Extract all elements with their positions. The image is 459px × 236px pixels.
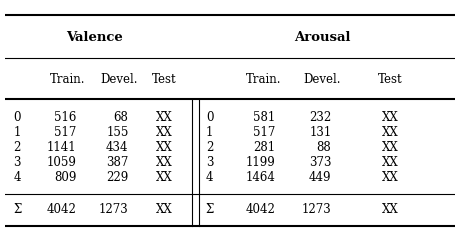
Text: XX: XX <box>381 141 397 154</box>
Text: 3: 3 <box>206 156 213 169</box>
Text: XX: XX <box>156 141 173 154</box>
Text: Test: Test <box>377 73 402 86</box>
Text: XX: XX <box>381 171 397 184</box>
Text: 373: 373 <box>308 156 330 169</box>
Text: 68: 68 <box>113 111 129 124</box>
Text: 88: 88 <box>316 141 330 154</box>
Text: 3: 3 <box>13 156 21 169</box>
Text: 131: 131 <box>308 126 330 139</box>
Text: 2: 2 <box>13 141 21 154</box>
Text: XX: XX <box>381 203 397 216</box>
Text: 449: 449 <box>308 171 330 184</box>
Text: 1199: 1199 <box>245 156 274 169</box>
Text: 1: 1 <box>206 126 213 139</box>
Text: 2: 2 <box>206 141 213 154</box>
Text: 4042: 4042 <box>47 203 77 216</box>
Text: 516: 516 <box>54 111 77 124</box>
Text: 0: 0 <box>13 111 21 124</box>
Text: XX: XX <box>156 126 173 139</box>
Text: 387: 387 <box>106 156 129 169</box>
Text: Train.: Train. <box>246 73 281 86</box>
Text: Valence: Valence <box>66 31 123 44</box>
Text: 434: 434 <box>106 141 129 154</box>
Text: 0: 0 <box>206 111 213 124</box>
Text: XX: XX <box>381 156 397 169</box>
Text: Devel.: Devel. <box>303 73 341 86</box>
Text: 1141: 1141 <box>47 141 77 154</box>
Text: Σ: Σ <box>13 203 21 216</box>
Text: Σ: Σ <box>205 203 213 216</box>
Text: 281: 281 <box>252 141 274 154</box>
Text: XX: XX <box>381 111 397 124</box>
Text: 1: 1 <box>13 126 21 139</box>
Text: 581: 581 <box>252 111 274 124</box>
Text: 229: 229 <box>106 171 129 184</box>
Text: XX: XX <box>156 156 173 169</box>
Text: 1464: 1464 <box>245 171 274 184</box>
Text: 1059: 1059 <box>47 156 77 169</box>
Text: 155: 155 <box>106 126 129 139</box>
Text: XX: XX <box>381 126 397 139</box>
Text: 4: 4 <box>206 171 213 184</box>
Text: 4042: 4042 <box>245 203 274 216</box>
Text: XX: XX <box>156 171 173 184</box>
Text: XX: XX <box>156 203 173 216</box>
Text: 517: 517 <box>54 126 77 139</box>
Text: Train.: Train. <box>50 73 85 86</box>
Text: Arousal: Arousal <box>293 31 350 44</box>
Text: Test: Test <box>152 73 177 86</box>
Text: 1273: 1273 <box>301 203 330 216</box>
Text: XX: XX <box>156 111 173 124</box>
Text: 232: 232 <box>308 111 330 124</box>
Text: 517: 517 <box>252 126 274 139</box>
Text: Devel.: Devel. <box>101 73 138 86</box>
Text: 4: 4 <box>13 171 21 184</box>
Text: 809: 809 <box>54 171 77 184</box>
Text: 1273: 1273 <box>99 203 129 216</box>
